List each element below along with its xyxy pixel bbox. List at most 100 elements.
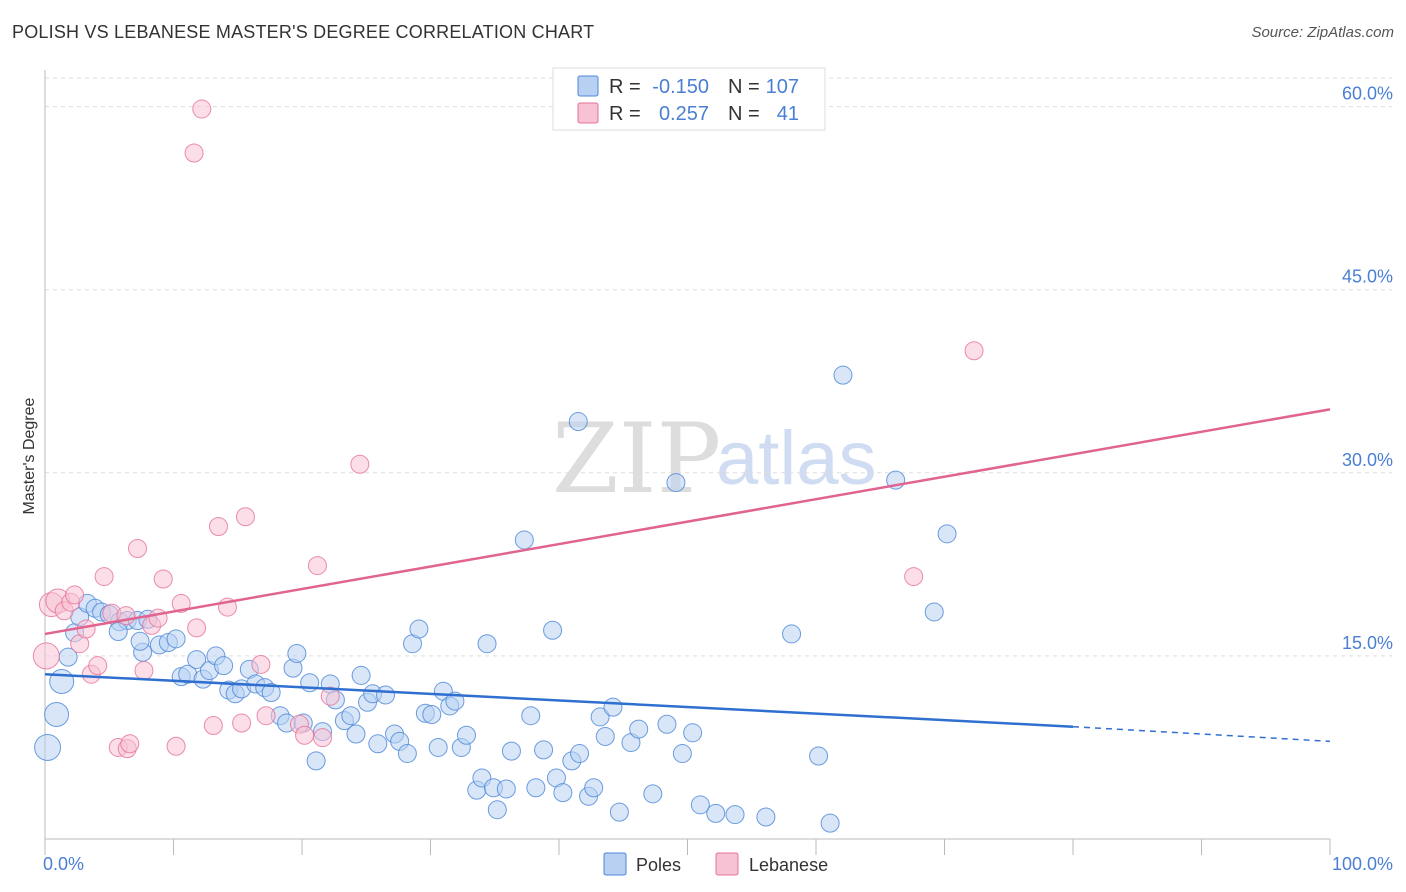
poles-point [187,650,207,670]
lebanese-point [192,99,212,119]
source-credit: Source: ZipAtlas.com [1251,24,1394,41]
lebanese-point [88,656,108,676]
poles-point [409,619,429,639]
y-tick-labels: 15.0% 30.0% 45.0% 60.0% [1342,84,1393,653]
poles-point [725,805,745,825]
x-tick-label-min: 0.0% [43,854,84,874]
lebanese-n-value: 41 [777,103,799,125]
lebanese-point [187,618,207,638]
poles-point [690,795,710,815]
lebanese-point [256,706,276,726]
lebanese-r-value: 0.257 [659,103,709,125]
lebanese-point [307,556,327,576]
lebanese-point [166,736,186,756]
lebanese-r-label: R = [609,103,641,125]
poles-point [456,725,476,745]
poles-point [287,643,307,663]
lebanese-trend-line [44,408,1331,636]
poles-point [924,602,944,622]
poles-point [477,634,497,654]
poles-point [666,473,686,493]
poles-point [568,412,588,432]
lebanese-point [120,734,140,754]
watermark: ZIP atlas [552,403,877,515]
y-tick-label: 30.0% [1342,450,1393,470]
lebanese-point [295,725,315,745]
poles-point [49,669,75,695]
lebanese-point [128,538,148,558]
chart-title: POLISH VS LEBANESE MASTER'S DEGREE CORRE… [12,22,595,42]
lebanese-point [153,569,173,589]
poles-point [595,726,615,746]
gridlines [45,77,1392,657]
legend-lebanese-label: Lebanese [749,855,828,875]
poles-point [526,778,546,798]
x-tick-labels: 0.0% 100.0% [43,854,1393,874]
poles-r-value: -0.150 [652,76,709,98]
y-tick-label: 15.0% [1342,633,1393,653]
watermark-atlas: atlas [716,416,877,501]
poles-point [672,744,692,764]
lebanese-point [964,341,984,361]
trend-lines [44,408,1331,743]
poles-point [643,784,663,804]
lebanese-point [94,567,114,587]
lebanese-n-label: N = [728,103,760,125]
lebanese-points [32,99,984,759]
lebanese-point [203,715,223,735]
poles-swatch [577,75,599,97]
poles-point [584,778,604,798]
lebanese-point [235,507,255,527]
poles-point [756,807,776,827]
poles-point [351,665,371,685]
series-legend: Poles Lebanese [603,852,828,876]
poles-trend-extension [1072,725,1331,743]
lebanese-point [208,517,228,537]
poles-point [261,683,281,703]
poles-point [534,740,554,760]
poles-point [397,744,417,764]
legend-poles-label: Poles [636,855,681,875]
lebanese-point [148,608,168,628]
poles-point [609,802,629,822]
lebanese-point [251,654,271,674]
poles-point [487,800,507,820]
poles-point [130,631,150,651]
poles-r-label: R = [609,76,641,98]
poles-point [501,741,521,761]
poles-point [820,813,840,833]
poles-point [543,620,563,640]
poles-point [496,779,516,799]
poles-point [521,706,541,726]
x-tick-label-max: 100.0% [1332,854,1393,874]
legend-poles-swatch [603,852,627,876]
poles-point [108,621,128,641]
lebanese-point [184,143,204,163]
legend-lebanese-swatch [715,852,739,876]
lebanese-point [320,686,340,706]
poles-point [570,744,590,764]
y-tick-label: 45.0% [1342,267,1393,287]
poles-trend-line [44,672,1074,728]
poles-point [166,629,186,649]
poles-point [590,707,610,727]
lebanese-point [904,567,924,587]
poles-point [368,734,388,754]
poles-point [937,524,957,544]
lebanese-swatch [577,102,599,124]
poles-point [44,701,70,727]
lebanese-point [313,728,333,748]
poles-n-label: N = [728,76,760,98]
poles-point [514,530,534,550]
poles-point [214,656,234,676]
poles-point [706,803,726,823]
y-tick-label: 60.0% [1342,84,1393,104]
poles-point [422,704,442,724]
poles-point [553,783,573,803]
lebanese-point [32,642,60,670]
poles-point [34,733,62,761]
poles-point [306,751,326,771]
poles-point [833,365,853,385]
poles-point [782,624,802,644]
y-axis-title: Master's Degree [21,397,38,514]
